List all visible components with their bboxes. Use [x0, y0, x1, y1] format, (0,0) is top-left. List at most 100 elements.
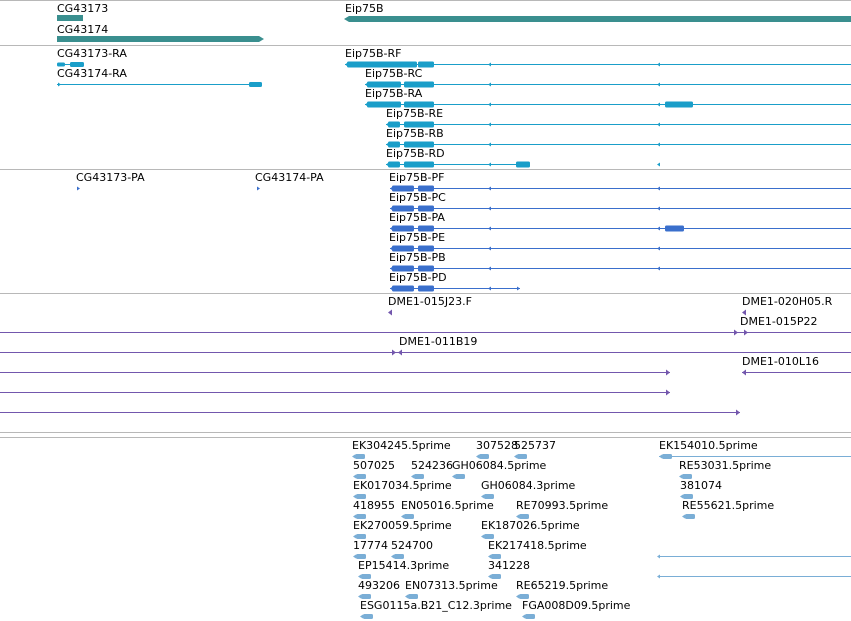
transcript-label[interactable]: Eip75B-RE — [386, 107, 444, 120]
protein-block[interactable] — [392, 205, 414, 212]
cdna-label[interactable]: 307528 — [476, 439, 518, 452]
cdna-feature[interactable] — [414, 474, 424, 479]
clone-label[interactable]: DME1-010L16 — [742, 355, 819, 368]
clone-label[interactable]: DME1-015P22 — [740, 315, 818, 328]
cdna-label[interactable]: EN05016.5prime — [401, 499, 494, 512]
gene-label[interactable]: CG43173 — [57, 2, 109, 15]
cdna-label[interactable]: EK217418.5prime — [488, 539, 587, 552]
protein-block[interactable] — [392, 185, 414, 192]
cdna-feature[interactable] — [517, 454, 527, 459]
cdna-label[interactable]: EP15414.3prime — [358, 559, 450, 572]
cdna-label[interactable]: EK017034.5prime — [353, 479, 452, 492]
cdna-feature[interactable] — [682, 474, 692, 479]
gene-label[interactable]: CG43174 — [57, 23, 109, 36]
cdna-feature[interactable] — [519, 514, 529, 519]
clone-label[interactable]: DME1-015J23.F — [388, 295, 472, 308]
transcript-label[interactable]: CG43174-RA — [57, 67, 127, 80]
cdna-feature[interactable] — [356, 494, 366, 499]
transcript-exon[interactable] — [665, 101, 693, 108]
transcript-exon[interactable] — [418, 61, 434, 68]
cdna-label[interactable]: GH06084.5prime — [452, 459, 547, 472]
protein-block[interactable] — [392, 225, 414, 232]
protein-label[interactable]: Eip75B-PC — [389, 191, 446, 204]
cdna-feature[interactable] — [356, 534, 366, 539]
protein-label[interactable]: CG43174-PA — [255, 171, 324, 184]
transcript-exon[interactable] — [388, 161, 400, 168]
cdna-feature[interactable] — [484, 534, 494, 539]
transcript-exon[interactable] — [404, 101, 434, 108]
cdna-feature[interactable] — [491, 554, 501, 559]
transcript-exon[interactable] — [367, 81, 401, 88]
cdna-label[interactable]: ESG0115a.B21_C12.3prime — [360, 599, 512, 612]
cdna-label[interactable]: 507025 — [353, 459, 395, 472]
cdna-label[interactable]: RE65219.5prime — [516, 579, 609, 592]
cdna-feature[interactable] — [363, 614, 373, 619]
cdna-label[interactable]: EN07313.5prime — [405, 579, 498, 592]
transcript-exon[interactable] — [249, 82, 262, 87]
cdna-feature[interactable] — [361, 574, 371, 579]
cdna-label[interactable]: 418955 — [353, 499, 395, 512]
protein-label[interactable]: Eip75B-PD — [389, 271, 447, 284]
transcript-label[interactable]: Eip75B-RD — [386, 147, 445, 160]
gene-feature-cg43174[interactable] — [57, 36, 259, 42]
cdna-label[interactable]: 381074 — [680, 479, 722, 492]
transcript-label[interactable]: Eip75B-RA — [365, 87, 423, 100]
cdna-label[interactable]: 525737 — [514, 439, 556, 452]
protein-block[interactable] — [418, 225, 434, 232]
transcript-label[interactable]: CG43173-RA — [57, 47, 127, 60]
cdna-label[interactable]: RE55621.5prime — [682, 499, 775, 512]
transcript-label[interactable]: Eip75B-RB — [386, 127, 444, 140]
cdna-feature[interactable] — [355, 454, 365, 459]
cdna-label[interactable]: 341228 — [488, 559, 530, 572]
cdna-label[interactable]: FGA008D09.5prime — [522, 599, 631, 612]
cdna-label[interactable]: EK187026.5prime — [481, 519, 580, 532]
transcript-exon[interactable] — [388, 121, 400, 128]
transcript-exon[interactable] — [404, 121, 434, 128]
cdna-feature[interactable] — [491, 574, 501, 579]
protein-block[interactable] — [392, 245, 414, 252]
clone-label[interactable]: DME1-011B19 — [399, 335, 478, 348]
protein-block[interactable] — [392, 285, 414, 292]
protein-block[interactable] — [418, 205, 434, 212]
cdna-feature[interactable] — [479, 454, 489, 459]
transcript-exon[interactable] — [404, 161, 434, 168]
cdna-feature[interactable] — [356, 554, 366, 559]
transcript-exon[interactable] — [516, 161, 530, 168]
protein-block[interactable] — [665, 225, 684, 232]
cdna-feature[interactable] — [685, 514, 695, 519]
transcript-exon[interactable] — [388, 141, 400, 148]
protein-block[interactable] — [392, 265, 414, 272]
transcript-exon[interactable] — [367, 101, 401, 108]
cdna-label[interactable]: 17774 — [353, 539, 388, 552]
transcript-exon[interactable] — [70, 62, 84, 67]
gene-feature-eip75b[interactable] — [349, 16, 851, 22]
cdna-feature[interactable] — [404, 514, 414, 519]
transcript-label[interactable]: Eip75B-RC — [365, 67, 423, 80]
cdna-label[interactable]: EK270059.5prime — [353, 519, 452, 532]
cdna-label[interactable]: EK304245.5prime — [352, 439, 451, 452]
protein-label[interactable]: Eip75B-PB — [389, 251, 446, 264]
cdna-label[interactable]: 493206 — [358, 579, 400, 592]
cdna-feature[interactable] — [519, 594, 529, 599]
cdna-feature[interactable] — [484, 494, 494, 499]
transcript-exon[interactable] — [404, 141, 434, 148]
cdna-feature[interactable] — [361, 594, 371, 599]
cdna-label[interactable]: GH06084.3prime — [481, 479, 576, 492]
transcript-exon[interactable] — [404, 81, 434, 88]
gene-feature-cg43173[interactable] — [57, 15, 83, 21]
protein-label[interactable]: Eip75B-PF — [389, 171, 445, 184]
cdna-feature[interactable] — [394, 554, 404, 559]
cdna-feature[interactable] — [408, 594, 418, 599]
cdna-label[interactable]: 524700 — [391, 539, 433, 552]
cdna-label[interactable]: RE53031.5prime — [679, 459, 772, 472]
protein-label[interactable]: Eip75B-PA — [389, 211, 445, 224]
cdna-feature[interactable] — [356, 474, 366, 479]
cdna-feature[interactable] — [683, 494, 693, 499]
transcript-exon[interactable] — [347, 61, 417, 68]
cdna-feature[interactable] — [525, 614, 535, 619]
cdna-label[interactable]: 524236 — [411, 459, 453, 472]
transcript-label[interactable]: Eip75B-RF — [345, 47, 402, 60]
protein-block[interactable] — [418, 265, 434, 272]
cdna-label[interactable]: RE70993.5prime — [516, 499, 609, 512]
protein-block[interactable] — [418, 185, 434, 192]
